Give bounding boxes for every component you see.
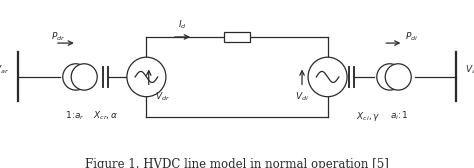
Text: $P_{dr}$: $P_{dr}$: [51, 31, 65, 43]
Text: $P_{di}$: $P_{di}$: [405, 31, 419, 43]
Text: $X_{ci},\gamma$: $X_{ci},\gamma$: [356, 110, 381, 123]
Text: $V_{ar}$: $V_{ar}$: [0, 64, 9, 76]
Text: $V_{ai}$: $V_{ai}$: [465, 64, 474, 76]
Bar: [224, 32, 250, 42]
Text: $1\!:\!a_r$: $1\!:\!a_r$: [65, 110, 85, 122]
Circle shape: [127, 57, 166, 97]
Circle shape: [63, 64, 89, 90]
Text: $I_d$: $I_d$: [178, 19, 187, 31]
Text: $X_{cr},\alpha$: $X_{cr},\alpha$: [93, 110, 118, 122]
Text: $V_{di}$: $V_{di}$: [295, 90, 309, 103]
Text: Figure 1. HVDC line model in normal operation [5]: Figure 1. HVDC line model in normal oper…: [85, 158, 389, 168]
Circle shape: [377, 64, 403, 90]
Circle shape: [308, 57, 347, 97]
Text: $V_{dr}$: $V_{dr}$: [155, 90, 170, 103]
Circle shape: [71, 64, 97, 90]
Circle shape: [385, 64, 411, 90]
Text: $R_{dc}$: $R_{dc}$: [229, 31, 245, 43]
Text: $a_i\!:\!1$: $a_i\!:\!1$: [390, 110, 408, 122]
